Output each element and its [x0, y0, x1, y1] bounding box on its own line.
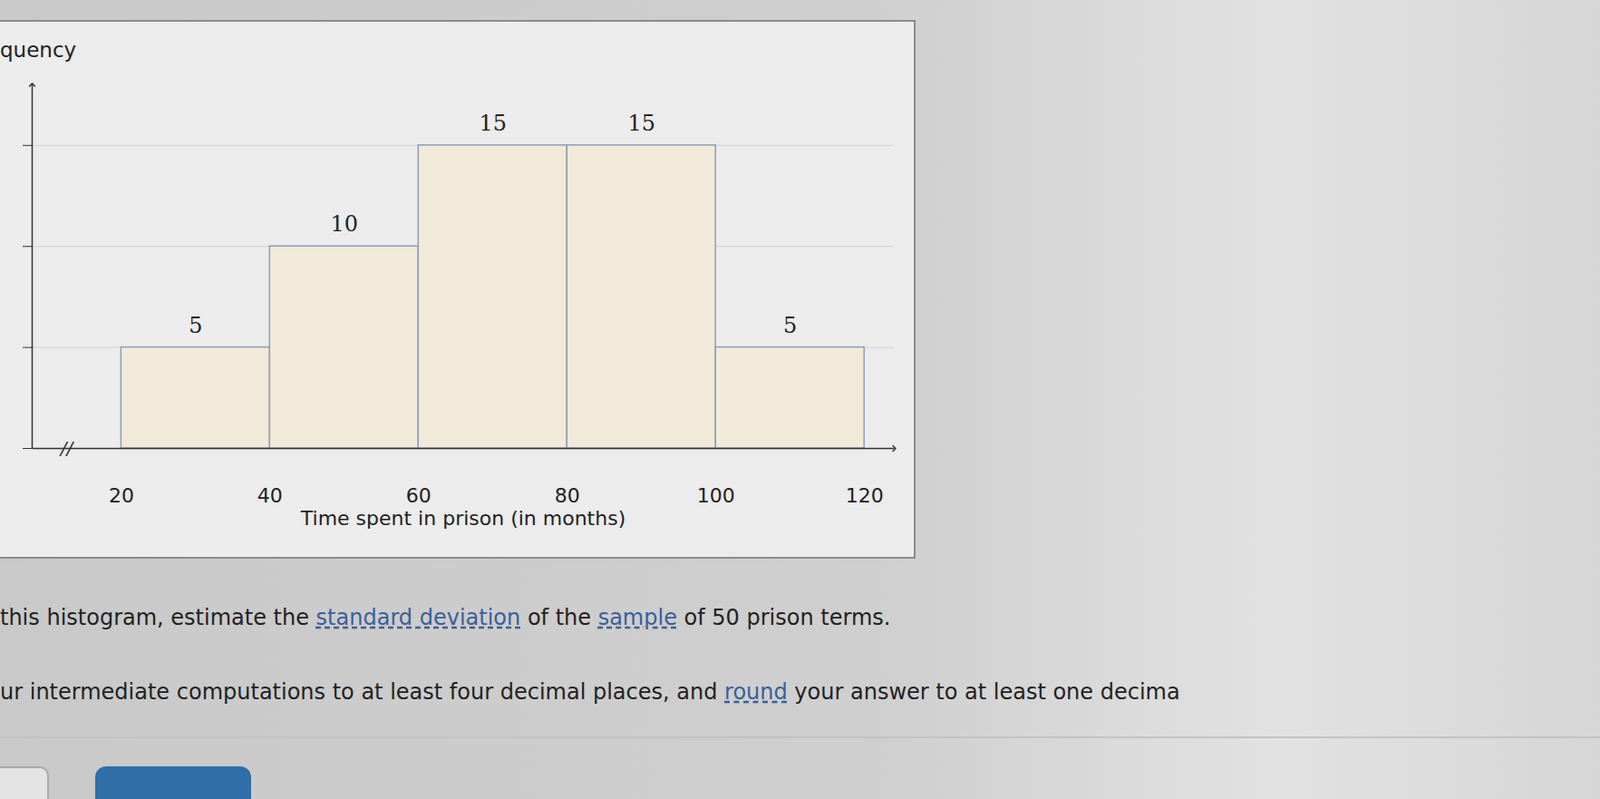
svg-text:5: 5 — [783, 312, 797, 339]
svg-text:40: 40 — [257, 484, 283, 507]
svg-text:60: 60 — [406, 484, 432, 507]
html-text:quency: quency — [0, 38, 77, 62]
svg-text:120: 120 — [845, 484, 884, 507]
svg-text:100: 100 — [697, 484, 736, 507]
svg-text:Time spent in prison (in month: Time spent in prison (in months) — [300, 506, 626, 530]
html-text:this histogram, estimate the s: this histogram, estimate the standard de… — [0, 604, 891, 631]
svg-text:10: 10 — [330, 211, 359, 237]
svg-text://: // — [58, 436, 76, 459]
svg-text:15: 15 — [627, 110, 656, 136]
svg-text:15: 15 — [479, 110, 508, 136]
svg-text:20: 20 — [108, 484, 135, 507]
svg-text:80: 80 — [554, 484, 581, 507]
svg-text:5: 5 — [188, 312, 203, 339]
html-text:ur intermediate computations t: ur intermediate computations to at least… — [0, 678, 1181, 705]
